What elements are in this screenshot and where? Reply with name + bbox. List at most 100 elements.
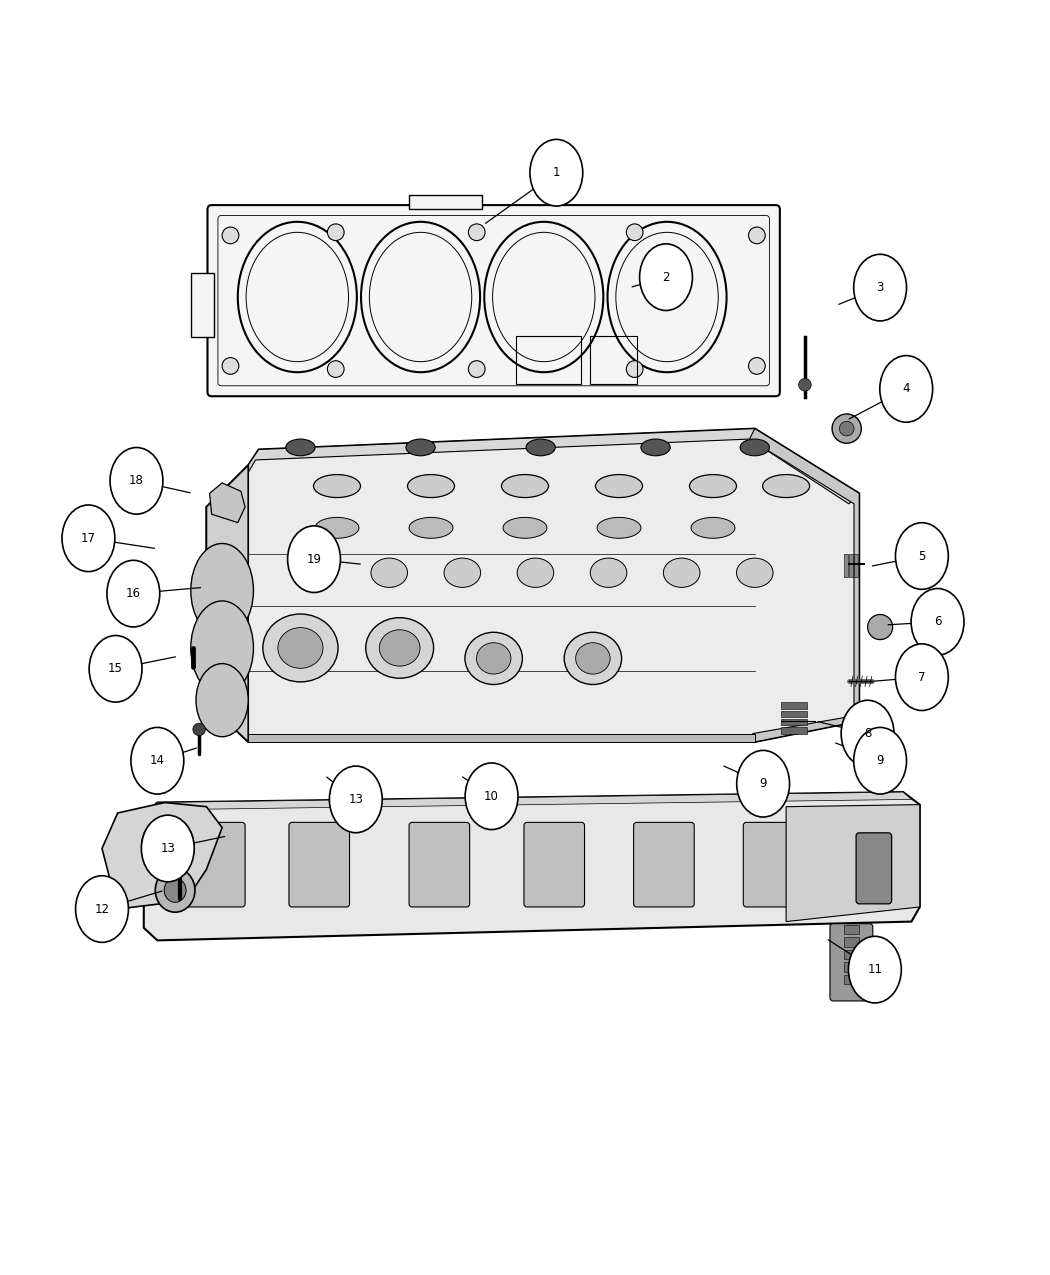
Circle shape: [799, 379, 812, 391]
Text: 6: 6: [933, 616, 941, 629]
Ellipse shape: [379, 630, 420, 666]
Ellipse shape: [155, 868, 195, 912]
Circle shape: [223, 227, 238, 244]
Ellipse shape: [690, 474, 736, 497]
Text: 15: 15: [108, 662, 123, 676]
FancyBboxPatch shape: [743, 822, 804, 907]
Bar: [517, 337, 581, 384]
Ellipse shape: [530, 139, 583, 207]
Bar: [781, 727, 807, 733]
Ellipse shape: [736, 558, 773, 588]
Ellipse shape: [153, 830, 182, 863]
FancyBboxPatch shape: [524, 822, 585, 907]
Polygon shape: [102, 802, 223, 909]
Ellipse shape: [896, 523, 948, 589]
Ellipse shape: [406, 439, 435, 455]
Circle shape: [749, 357, 765, 375]
Ellipse shape: [330, 766, 382, 833]
Circle shape: [867, 615, 892, 640]
Text: 3: 3: [877, 280, 884, 295]
Text: 7: 7: [918, 671, 926, 683]
Polygon shape: [207, 428, 859, 742]
Ellipse shape: [854, 728, 906, 794]
Ellipse shape: [314, 474, 360, 497]
Text: 12: 12: [94, 903, 109, 915]
Bar: [843, 950, 859, 959]
Ellipse shape: [131, 728, 184, 794]
Ellipse shape: [410, 518, 453, 538]
Circle shape: [626, 361, 643, 377]
FancyBboxPatch shape: [208, 205, 780, 397]
Text: 19: 19: [307, 552, 321, 566]
Bar: [848, 553, 853, 576]
Text: 13: 13: [161, 842, 175, 856]
Ellipse shape: [597, 518, 640, 538]
Bar: [843, 963, 859, 972]
Ellipse shape: [107, 560, 160, 627]
Polygon shape: [248, 733, 755, 742]
Ellipse shape: [298, 558, 334, 588]
Ellipse shape: [286, 439, 315, 455]
Ellipse shape: [191, 601, 253, 695]
Text: 11: 11: [867, 963, 882, 977]
Text: 2: 2: [663, 270, 670, 283]
Text: 4: 4: [902, 382, 910, 395]
Bar: [781, 719, 807, 725]
Text: 14: 14: [150, 755, 165, 768]
Ellipse shape: [880, 356, 932, 422]
FancyBboxPatch shape: [185, 822, 245, 907]
Bar: [843, 937, 859, 946]
Circle shape: [749, 227, 765, 244]
Ellipse shape: [164, 878, 186, 903]
Ellipse shape: [315, 518, 359, 538]
Ellipse shape: [444, 558, 481, 588]
Text: 5: 5: [918, 550, 926, 562]
Ellipse shape: [518, 558, 553, 588]
Ellipse shape: [911, 589, 964, 655]
Ellipse shape: [477, 643, 511, 674]
Ellipse shape: [465, 632, 523, 685]
Text: 9: 9: [877, 755, 884, 768]
Ellipse shape: [89, 635, 142, 703]
Ellipse shape: [142, 816, 194, 877]
Bar: [843, 553, 847, 576]
Ellipse shape: [762, 474, 810, 497]
Ellipse shape: [502, 474, 548, 497]
Bar: [589, 337, 637, 384]
Ellipse shape: [896, 644, 948, 710]
Text: 1: 1: [552, 166, 560, 180]
FancyBboxPatch shape: [289, 822, 350, 907]
Ellipse shape: [595, 474, 643, 497]
Ellipse shape: [288, 525, 340, 593]
Circle shape: [832, 414, 861, 444]
Ellipse shape: [841, 700, 894, 766]
Bar: [191, 273, 214, 337]
Circle shape: [328, 224, 344, 241]
Ellipse shape: [740, 439, 770, 455]
Bar: [843, 975, 859, 984]
Ellipse shape: [664, 558, 700, 588]
Polygon shape: [786, 805, 920, 922]
Bar: [410, 195, 482, 209]
Ellipse shape: [854, 254, 906, 321]
Ellipse shape: [196, 663, 248, 737]
Ellipse shape: [575, 643, 610, 674]
Text: 13: 13: [349, 793, 363, 806]
Ellipse shape: [465, 762, 518, 830]
Ellipse shape: [639, 244, 692, 311]
Ellipse shape: [191, 543, 253, 638]
Text: 8: 8: [864, 727, 872, 739]
Polygon shape: [248, 428, 859, 504]
Ellipse shape: [142, 815, 194, 882]
FancyBboxPatch shape: [410, 822, 469, 907]
Bar: [854, 553, 858, 576]
Ellipse shape: [503, 518, 547, 538]
Text: 17: 17: [81, 532, 96, 544]
Bar: [781, 710, 807, 717]
Ellipse shape: [848, 936, 901, 1003]
Ellipse shape: [564, 632, 622, 685]
Circle shape: [223, 357, 238, 375]
Ellipse shape: [737, 751, 790, 817]
FancyBboxPatch shape: [633, 822, 694, 907]
Ellipse shape: [110, 448, 163, 514]
